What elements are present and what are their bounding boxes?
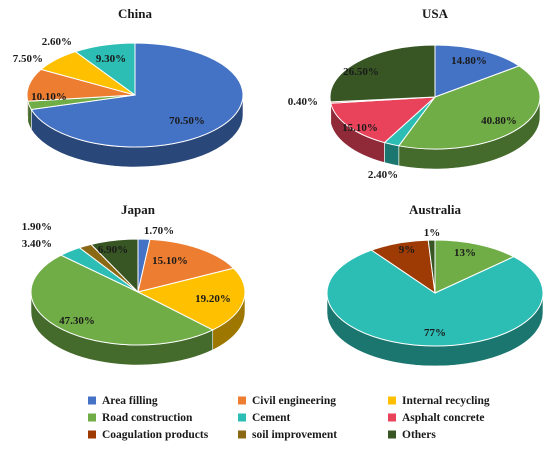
legend-label: Coagulation products [102,429,209,441]
pie-slice-road-construction [434,239,515,294]
legend-label: Road construction [102,412,193,424]
pie-chart-usa: USA 14.80% 40.80% 2.40% 15.10% 0.40% 26.50% [288,6,541,181]
data-label-internal-recycling: 7.50% [13,53,43,65]
data-label-cement: 3.40% [22,238,52,250]
chart-title: Japan [121,202,156,217]
legend-swatch [388,430,396,439]
legend-swatch [88,396,96,405]
pie-slice-others [90,238,139,294]
chart-title: USA [422,6,449,21]
data-label-road-construction: 13% [454,247,476,259]
data-label-others: 6.90% [98,244,128,256]
data-label-civil-engineering: 10.10% [31,91,67,103]
legend-item-internal-recycling: Internal recycling [388,395,490,407]
legend-label: Others [402,429,436,441]
chart-title: China [118,6,152,21]
data-label-area-filling: 1.70% [144,225,174,237]
data-label-others: 26.50% [343,66,379,78]
legend-item-asphalt-concrete: Asphalt concrete [388,412,485,424]
legend-item-road-construction: Road construction [88,412,193,424]
data-label-internal-recycling: 19.20% [195,293,231,305]
data-label-area-filling: 14.80% [451,55,487,67]
pie-slice-road-construction [30,254,214,346]
legend-item-civil-engineering: Civil engineering [238,395,336,407]
pie-slice-internal-recycling [136,267,246,331]
pie-chart-japan: Japan 1.70% 15.10% 19.20% 47.30% 3.40% 1.90% 6.… [22,202,246,366]
data-label-road-construction: 47.30% [59,315,95,327]
pie-slice-area-filling [434,44,521,98]
data-label-road-construction: 40.80% [481,115,517,127]
pie-slice-cement [74,42,136,96]
pie-slice-road-construction [397,65,541,150]
pie-slice-others [427,239,436,294]
legend-label: soil improvement [252,429,337,441]
legend-item-coagulation-products: Coagulation products [88,429,209,441]
pie-slice-civil-engineering [137,238,235,293]
legend-label: Area filling [102,395,158,407]
chart-title: Australia [409,202,462,217]
data-label-road-construction: 2.60% [42,36,72,48]
data-label-coagulation-products: 0.40% [288,96,318,108]
legend-label: Internal recycling [402,395,490,407]
data-label-area-filling: 70.50% [169,115,205,127]
pie-chart-australia: Australia 13% 77% 9% 1% [326,202,544,367]
legend-item-area-filling: Area filling [88,395,158,407]
legend-label: Civil engineering [252,395,336,407]
data-label-soil-improvement: 1.90% [22,221,52,233]
data-label-civil-engineering: 15.10% [152,255,188,267]
pie-slice-asphalt-concrete [330,96,437,144]
legend-item-others: Others [388,429,436,441]
pie-slice-others [329,44,436,103]
legend-item-cement: Cement [238,412,290,424]
legend-label: Asphalt concrete [402,412,485,424]
legend: Area filling Civil engineering Internal re… [88,395,490,441]
data-label-cement: 9.30% [96,53,126,65]
legend-item-soil-improvement: soil improvement [238,429,337,441]
legend-swatch [238,430,246,439]
legend-swatch [238,413,246,422]
data-label-coagulation-products: 9% [399,244,416,256]
charts-layer: China 70.50% 2.60% 10.10% 7.50% 9.30% USA 14.80… [13,6,544,367]
legend-swatch [388,413,396,422]
legend-swatch [88,413,96,422]
data-label-others: 1% [424,227,441,239]
data-label-asphalt-concrete: 15.10% [342,122,378,134]
legend-swatch [238,396,246,405]
pie-side-cement [384,142,400,167]
legend-label: Cement [252,412,290,424]
data-label-cement: 77% [424,327,446,339]
legend-swatch [388,396,396,405]
pie-slice-area-filling [30,42,244,148]
pie-slice-cement [326,249,544,347]
data-label-cement: 2.40% [368,169,398,181]
legend-swatch [88,430,96,439]
pie-chart-china: China 70.50% 2.60% 10.10% 7.50% 9.30% [13,6,244,168]
